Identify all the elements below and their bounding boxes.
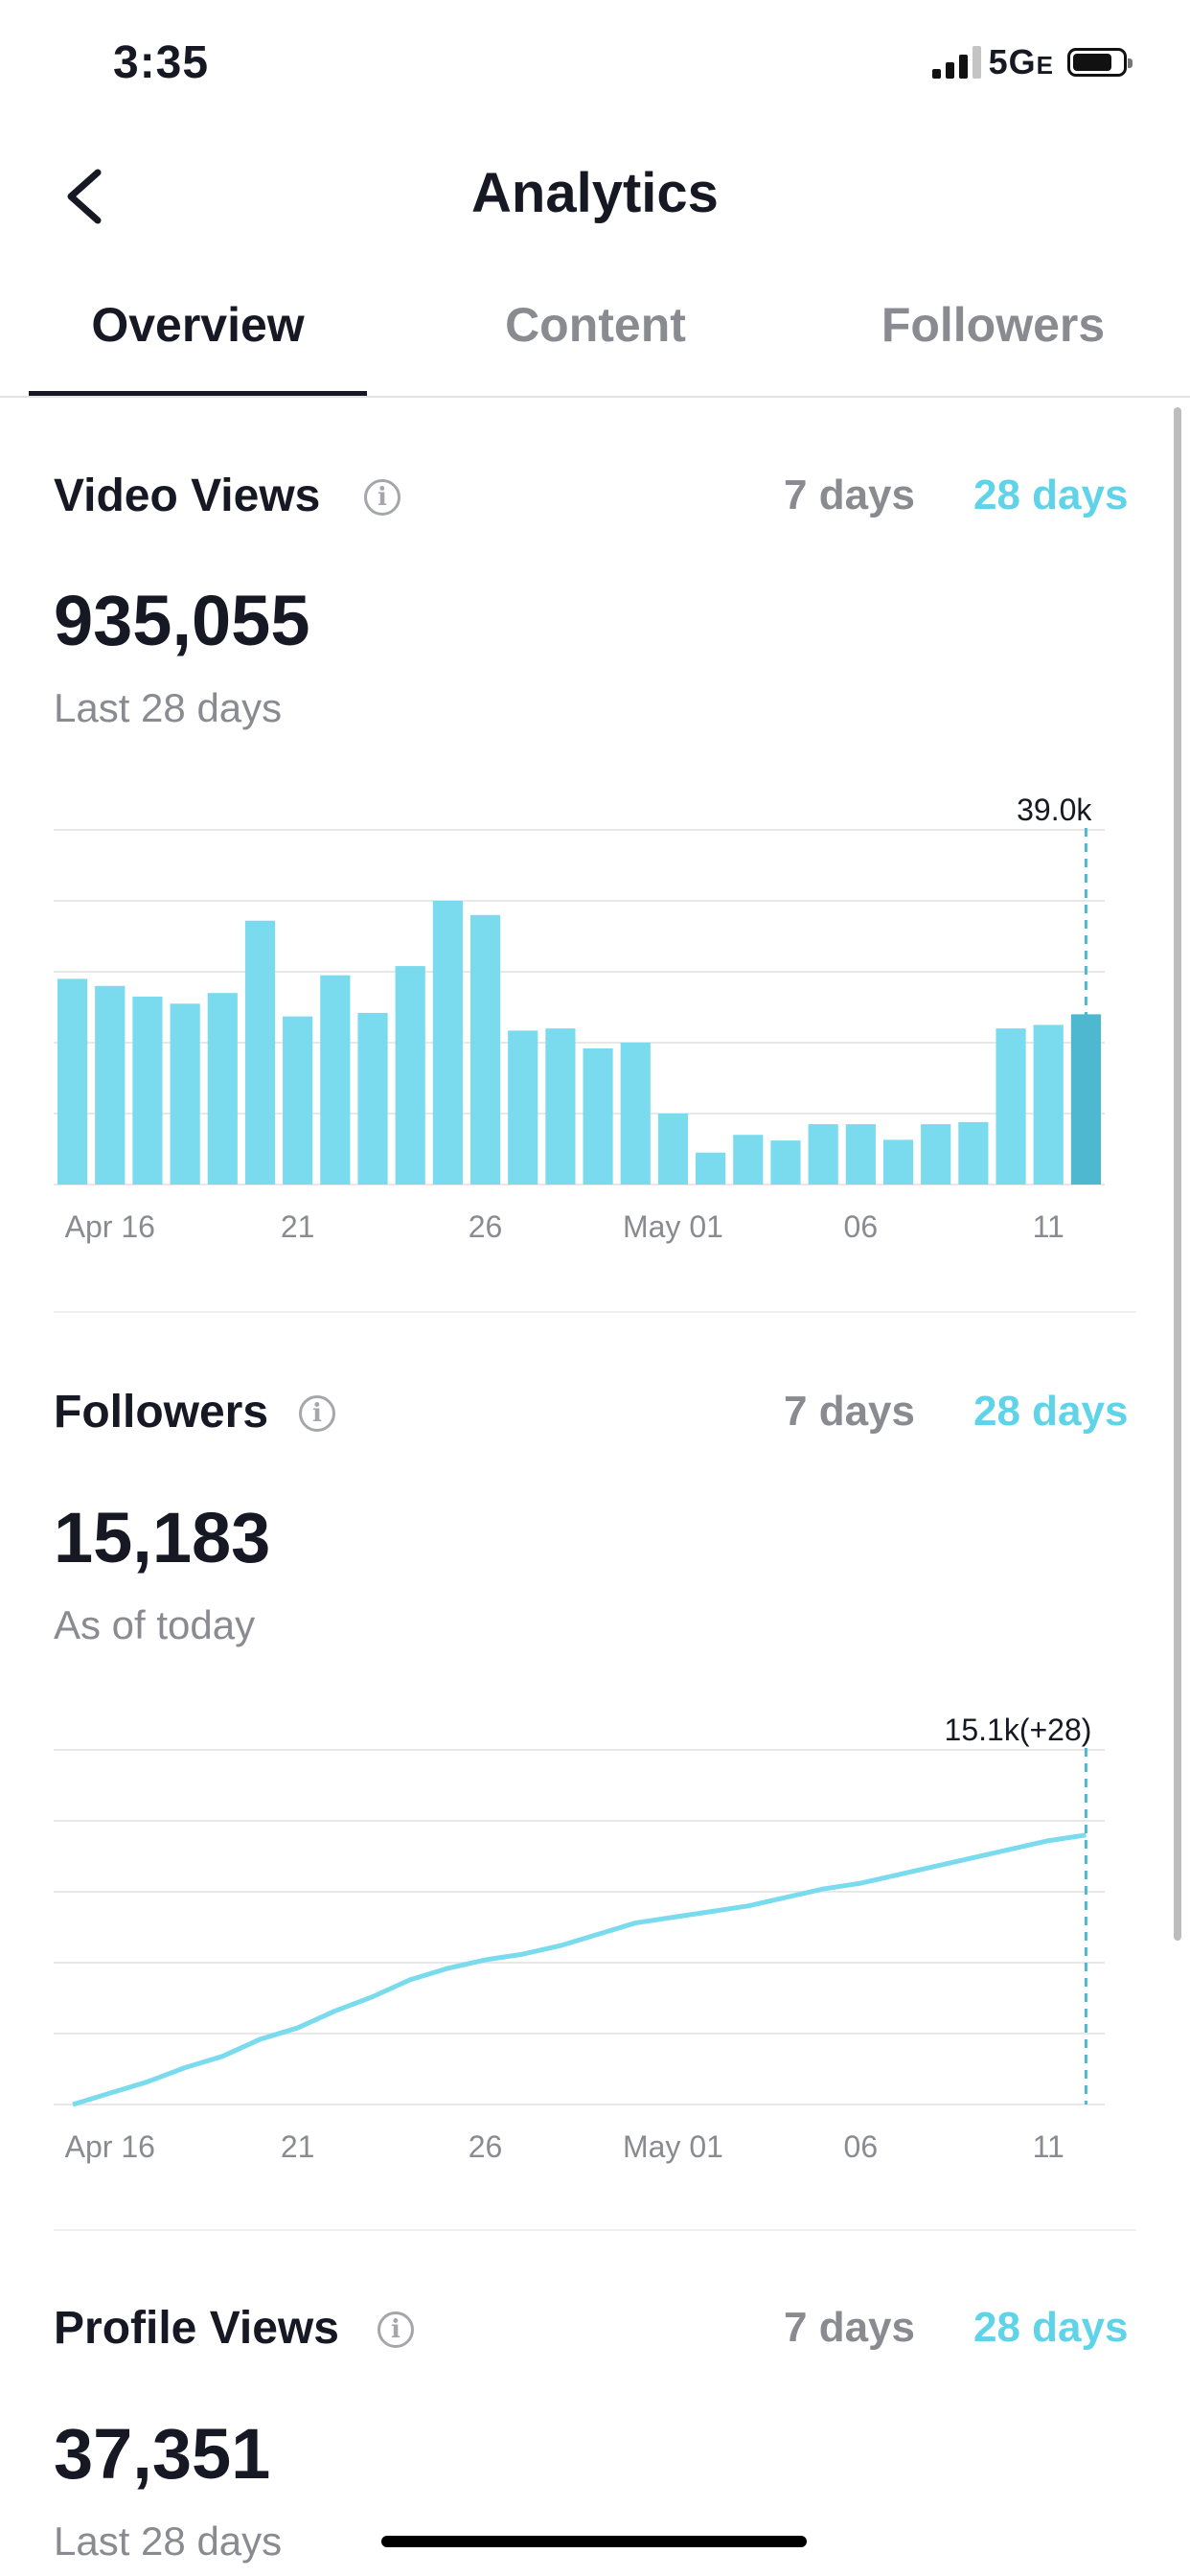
x-tick-label: 21 [281, 2129, 315, 2164]
followers-chart[interactable]: 15.1k(+28) Apr 16 21 26 May 01 06 11 [0, 1706, 1190, 2166]
bar [845, 1124, 876, 1184]
range-28-days[interactable]: 28 days [973, 1388, 1129, 1435]
video-views-value: 935,055 [54, 581, 310, 660]
profile-views-subtitle: Last 28 days [54, 2518, 283, 2564]
x-tick-label: Apr 16 [65, 2129, 155, 2164]
series-line [72, 1832, 1087, 2107]
bar [620, 1043, 651, 1184]
range-7-days[interactable]: 7 days [784, 472, 915, 518]
x-tick-label: May 01 [623, 1209, 723, 1244]
info-icon[interactable]: i [378, 2312, 414, 2348]
status-indicators: 5GE [931, 42, 1133, 82]
scrollbar[interactable] [1174, 407, 1181, 1941]
followers-subtitle: As of today [54, 1602, 256, 1647]
profile-views-value: 37,351 [54, 2414, 271, 2494]
bar [545, 1028, 576, 1184]
bar [696, 1152, 726, 1184]
selected-value-label: 15.1k(+28) [945, 1713, 1092, 1747]
x-tick-label: 26 [469, 2129, 503, 2164]
range-7-days[interactable]: 7 days [784, 1388, 915, 1435]
selected-value-label: 39.0k [1017, 793, 1092, 827]
info-icon[interactable]: i [364, 479, 400, 516]
bar [395, 966, 425, 1184]
bar [95, 985, 126, 1184]
bar [283, 1016, 313, 1184]
bar [882, 1139, 914, 1184]
status-time: 3:35 [113, 37, 210, 88]
home-indicator[interactable] [381, 2536, 807, 2547]
bar [357, 1012, 388, 1184]
x-tick-label: May 01 [623, 2129, 723, 2164]
bar [657, 1114, 689, 1184]
chevron-left-icon [67, 169, 102, 224]
bar [1033, 1024, 1064, 1184]
bar [469, 914, 501, 1184]
bar [57, 978, 88, 1184]
bar [770, 1140, 801, 1184]
bar [320, 975, 351, 1184]
back-button[interactable] [57, 163, 115, 230]
range-7-days[interactable]: 7 days [784, 2304, 915, 2351]
profile-views-title: Profile Views [54, 2303, 339, 2354]
followers-value: 15,183 [54, 1498, 271, 1577]
section-divider [54, 2229, 1136, 2231]
range-28-days[interactable]: 28 days [973, 472, 1129, 518]
bar [1070, 1014, 1101, 1184]
tab-overview[interactable]: Overview [91, 298, 305, 352]
video-views-subtitle: Last 28 days [54, 685, 283, 730]
bar [432, 901, 463, 1184]
x-tick-label: 11 [1033, 2129, 1064, 2164]
network-label: 5GE [989, 42, 1054, 82]
section-divider [54, 1311, 1136, 1313]
bar [244, 920, 276, 1184]
tab-followers[interactable]: Followers [881, 298, 1106, 352]
video-views-chart[interactable]: 39.0k Apr 16 21 26 May 01 06 11 [0, 786, 1190, 1255]
bar [995, 1028, 1026, 1184]
page-title: Analytics [471, 162, 719, 224]
bar [207, 993, 238, 1184]
info-icon[interactable]: i [299, 1395, 335, 1432]
tab-content[interactable]: Content [505, 298, 686, 352]
tab-divider [0, 396, 1190, 398]
bar [808, 1124, 838, 1184]
active-tab-indicator [29, 391, 367, 397]
battery-icon [1067, 48, 1133, 77]
x-tick-label: 06 [844, 2129, 879, 2164]
bar [921, 1124, 951, 1184]
network-type: 5G [988, 42, 1037, 81]
x-tick-label: 06 [844, 1209, 879, 1244]
video-views-title: Video Views [54, 471, 321, 521]
x-tick-label: 26 [469, 1209, 503, 1244]
followers-title: Followers [54, 1387, 269, 1438]
bar [508, 1030, 538, 1184]
x-tick-label: 21 [281, 1209, 315, 1244]
x-tick-label: 11 [1033, 1209, 1064, 1244]
range-28-days[interactable]: 28 days [973, 2304, 1129, 2351]
network-suffix: E [1036, 51, 1054, 80]
signal-icon [931, 46, 981, 79]
bar [170, 1003, 200, 1184]
bar [132, 996, 163, 1184]
bar [733, 1135, 764, 1184]
bar [958, 1121, 989, 1184]
x-tick-label: Apr 16 [65, 1209, 155, 1244]
bar [583, 1047, 613, 1184]
